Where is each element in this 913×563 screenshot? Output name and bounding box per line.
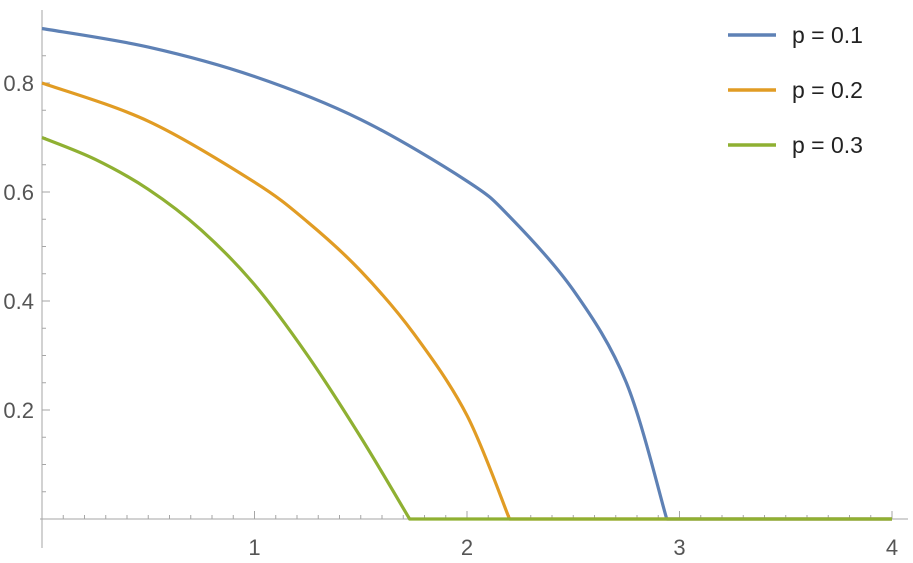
axes bbox=[40, 10, 908, 548]
y-tick-label: 0.8 bbox=[3, 71, 34, 96]
series-line-1 bbox=[41, 26, 892, 521]
series-line-2 bbox=[41, 81, 892, 521]
x-tick-label: 4 bbox=[886, 535, 898, 560]
y-tick-label: 0.4 bbox=[3, 289, 34, 314]
x-tick-label: 1 bbox=[248, 535, 260, 560]
x-tick-labels: 1 2 3 4 bbox=[248, 535, 898, 560]
x-tick-label: 3 bbox=[673, 535, 685, 560]
y-tick-label: 0.6 bbox=[3, 180, 34, 205]
legend-label: p = 0.1 bbox=[792, 22, 863, 48]
legend-label: p = 0.2 bbox=[792, 77, 863, 103]
legend-label: p = 0.3 bbox=[792, 132, 863, 158]
legend: p = 0.1 p = 0.2 p = 0.3 bbox=[728, 22, 863, 158]
series-lines bbox=[41, 26, 892, 521]
series-line-3 bbox=[41, 136, 892, 521]
y-tick-label: 0.2 bbox=[3, 398, 34, 423]
major-ticks bbox=[42, 82, 893, 519]
y-tick-labels: 0.2 0.4 0.6 0.8 bbox=[3, 71, 34, 423]
x-tick-label: 2 bbox=[461, 535, 473, 560]
minor-ticks bbox=[42, 28, 872, 519]
